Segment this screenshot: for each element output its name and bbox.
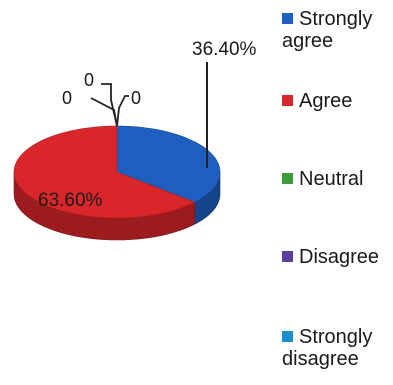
pie-slice <box>116 125 221 203</box>
data-label-strongly-disagree: 0 <box>131 88 141 108</box>
data-label-strongly-agree: 36.40% <box>192 39 257 60</box>
legend-item-strongly-agree: Strongly agree <box>282 8 393 52</box>
legend-item-strongly-disagree: Strongly disagree <box>282 326 393 370</box>
pie-slice <box>13 125 196 219</box>
legend-item-neutral: Neutral <box>282 168 393 190</box>
data-label-agree: 63.60% <box>38 190 103 211</box>
legend-label: Neutral <box>299 168 364 190</box>
legend-label: Agree <box>299 90 353 112</box>
legend-swatch <box>282 331 293 342</box>
legend: Strongly agree Agree Neutral Disagree St… <box>282 0 393 385</box>
legend-swatch <box>282 95 293 106</box>
legend-swatch <box>282 251 293 262</box>
legend-item-agree: Agree <box>282 90 393 112</box>
leader-line-strongly-disagree <box>116 95 129 127</box>
legend-item-disagree: Disagree <box>282 246 393 268</box>
data-label-neutral: 0 <box>62 88 72 108</box>
data-label-disagree: 0 <box>84 70 94 90</box>
legend-swatch <box>282 173 293 184</box>
legend-label: Strongly disagree <box>282 326 373 370</box>
legend-label: Strongly agree <box>282 8 373 52</box>
legend-swatch <box>282 13 293 24</box>
leader-line-disagree <box>101 83 118 127</box>
legend-label: Disagree <box>299 246 380 268</box>
